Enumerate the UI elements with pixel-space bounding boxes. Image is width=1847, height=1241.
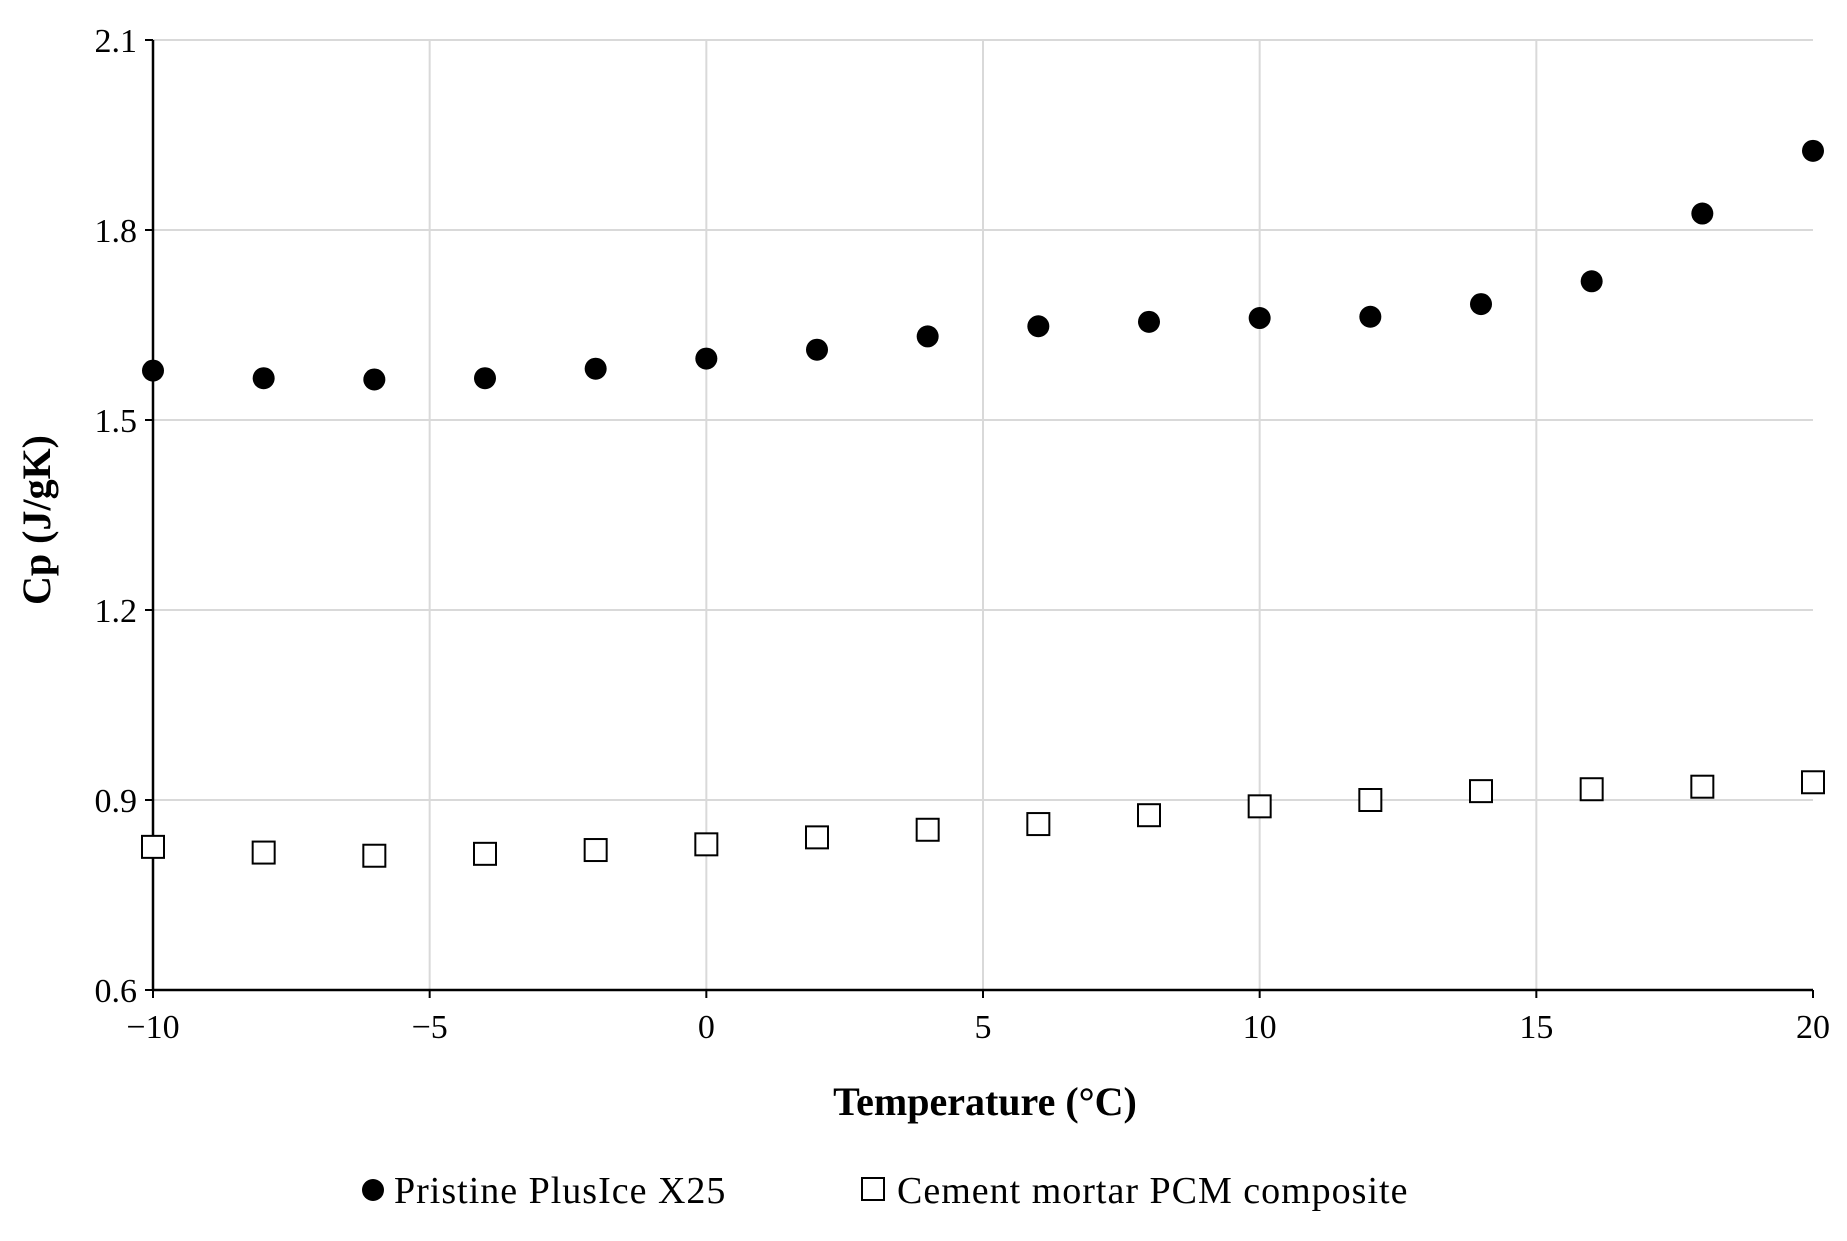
data-point-cement-mortar-pcm-composite [141,834,165,859]
data-point-cement-mortar-pcm-composite [583,838,608,863]
data-point-cement-mortar-pcm-composite [473,841,497,866]
data-point-cement-mortar-pcm-composite [362,843,387,868]
y-tick-labels: 0.6 0.9 1.2 1.5 1.8 2.1 [95,23,138,1010]
legend-label-pristine-plusice-x25: Pristine PlusIce X25 [394,1170,726,1212]
x-tick-label: 5 [975,1009,992,1046]
x-tick-label: 0 [698,1009,715,1046]
data-point-pristine-plusice-x25 [1248,307,1271,330]
data-point-cement-mortar-pcm-composite [1358,788,1383,812]
data-points [141,139,1825,868]
x-tick-labels: −10 −5 0 5 10 15 20 [126,1009,1830,1046]
data-point-cement-mortar-pcm-composite [805,825,829,850]
data-point-pristine-plusice-x25 [363,368,386,391]
data-point-cement-mortar-pcm-composite [1579,777,1604,802]
x-tick-label: 20 [1796,1009,1830,1046]
x-tick-label: −5 [412,1009,448,1046]
data-point-pristine-plusice-x25 [142,359,164,382]
y-axis-title: Cp (J/gK) [14,435,59,605]
data-point-pristine-plusice-x25 [1691,202,1714,225]
data-point-pristine-plusice-x25 [252,367,275,390]
data-point-cement-mortar-pcm-composite [1026,812,1051,837]
y-tick-label: 0.9 [95,783,138,820]
data-point-pristine-plusice-x25 [695,347,718,370]
axes [145,39,1814,998]
x-tick-label: 10 [1243,1009,1277,1046]
data-point-pristine-plusice-x25 [806,338,828,361]
data-point-pristine-plusice-x25 [1470,293,1492,316]
data-point-pristine-plusice-x25 [916,325,939,348]
data-point-cement-mortar-pcm-composite [1690,774,1715,799]
data-point-cement-mortar-pcm-composite [915,817,940,842]
data-point-cement-mortar-pcm-composite [694,832,719,857]
x-tick-label: −10 [126,1009,179,1046]
data-point-cement-mortar-pcm-composite [1801,770,1825,795]
data-point-cement-mortar-pcm-composite [1469,779,1493,804]
x-axis-title: Temperature (°C) [833,1079,1137,1124]
legend: Pristine PlusIce X25 Cement mortar PCM c… [362,1170,1408,1212]
data-point-cement-mortar-pcm-composite [1247,794,1272,819]
data-point-pristine-plusice-x25 [1138,310,1160,333]
legend-marker-cement-mortar-pcm-composite [861,1177,885,1201]
data-point-pristine-plusice-x25 [1580,270,1603,293]
y-tick-label: 1.2 [95,593,138,630]
data-point-cement-mortar-pcm-composite [1137,803,1161,828]
y-tick-label: 1.5 [95,403,138,440]
y-tick-label: 2.1 [95,23,138,60]
data-point-pristine-plusice-x25 [1359,305,1382,328]
data-point-pristine-plusice-x25 [584,357,607,380]
legend-label-cement-mortar-pcm-composite: Cement mortar PCM composite [897,1170,1408,1212]
data-point-pristine-plusice-x25 [1802,139,1824,162]
y-tick-label: 0.6 [95,973,138,1010]
legend-marker-pristine-plusice-x25 [362,1179,384,1201]
data-point-pristine-plusice-x25 [474,367,496,390]
y-tick-label: 1.8 [95,213,138,250]
gridlines [153,39,1813,990]
data-point-cement-mortar-pcm-composite [251,840,276,865]
data-point-pristine-plusice-x25 [1027,315,1050,338]
x-tick-label: 15 [1519,1009,1553,1046]
